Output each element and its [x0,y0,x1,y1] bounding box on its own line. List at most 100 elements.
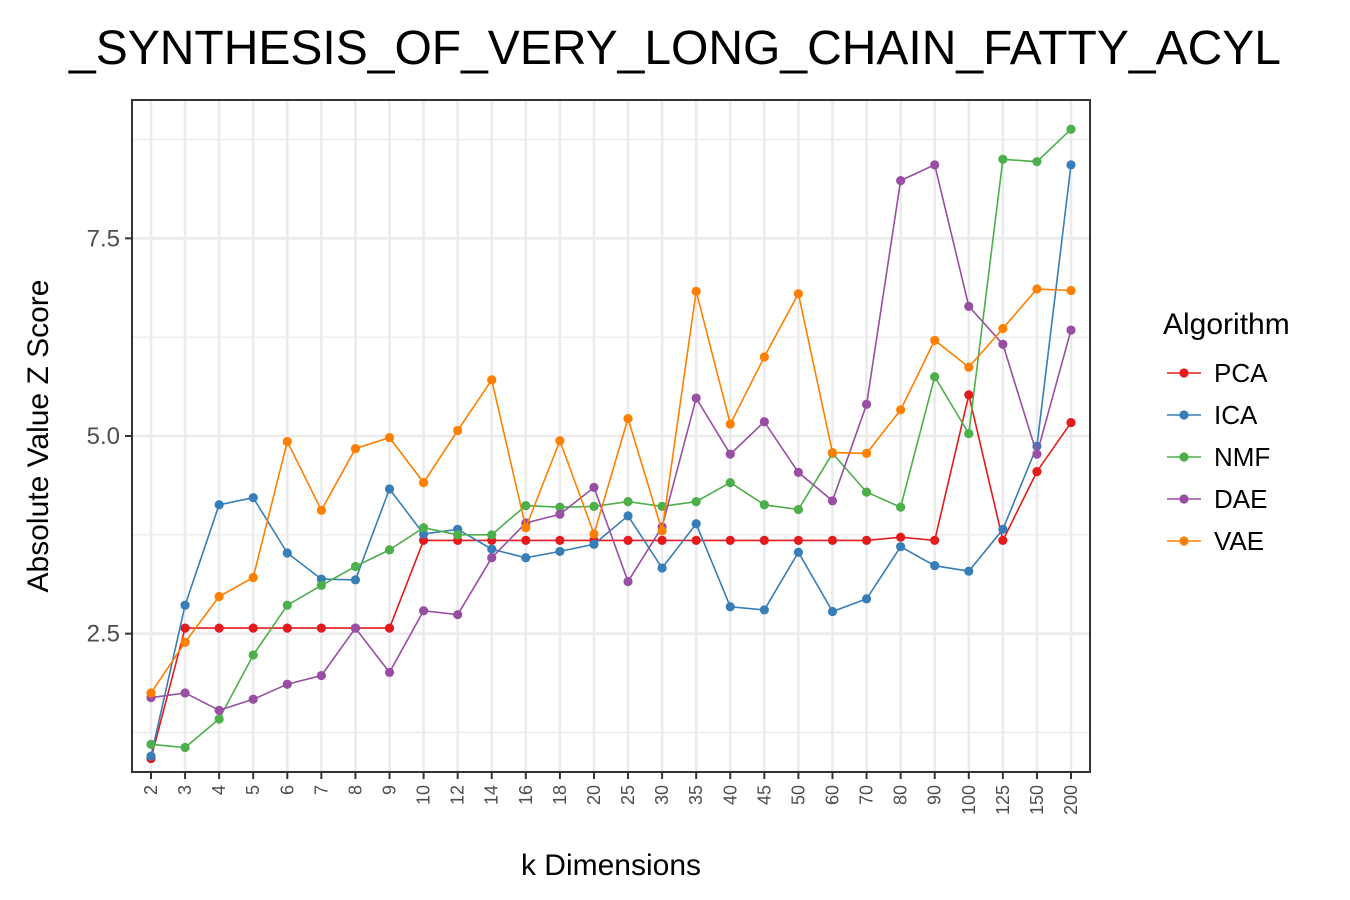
y-tick-label: 7.5 [87,225,120,252]
data-point-nmf [691,497,701,507]
data-point-nmf [214,714,224,724]
x-tick-label: 16 [516,785,536,805]
x-tick-label: 25 [618,785,638,805]
x-tick-label: 18 [550,785,570,805]
x-tick-label: 7 [311,785,331,795]
data-point-dae [691,393,701,403]
data-point-dae [759,417,769,427]
legend-item-dae: DAE [1167,484,1267,514]
x-tick-label: 6 [277,785,297,795]
series-ica [146,160,1076,761]
y-tick-label: 5.0 [87,423,120,450]
x-tick-label: 60 [822,785,842,805]
data-point-nmf [248,650,258,660]
series-dae [146,160,1076,715]
data-point-pca [214,623,224,633]
data-point-vae [487,375,497,385]
data-point-dae [555,509,565,519]
legend-label: ICA [1214,400,1258,430]
data-point-nmf [623,497,633,507]
data-point-nmf [1066,124,1076,134]
data-point-vae [146,688,156,698]
series-lines [146,124,1076,764]
data-point-nmf [487,530,497,540]
x-tick-label: 12 [448,785,468,805]
data-point-dae [861,399,872,409]
data-point-dae [180,688,190,698]
data-point-pca [623,535,633,545]
data-point-ica [282,548,292,558]
data-point-nmf [146,739,156,749]
data-point-nmf [589,501,599,511]
data-point-vae [1066,285,1076,296]
chart-title: _SYNTHESIS_OF_VERY_LONG_CHAIN_FATTY_ACYL [68,22,1281,75]
data-point-nmf [725,478,735,488]
data-point-nmf [1032,157,1042,167]
x-tick-label: 8 [345,785,365,795]
data-point-ica [998,524,1008,534]
data-point-pca [384,623,395,633]
y-tick-label: 2.5 [87,621,120,648]
data-point-dae [827,496,838,506]
data-point-pca [316,623,326,633]
x-tick-label: 4 [209,785,229,795]
data-point-nmf [418,523,429,533]
data-point-pca [521,535,531,545]
data-point-vae [350,444,361,454]
x-tick-label: 2 [141,785,161,795]
y-axis: 2.5 5.0 7.5 [87,225,132,648]
data-point-vae [930,335,940,345]
data-point-pca [725,535,735,545]
data-point-ica [350,575,361,585]
data-point-dae [896,176,906,186]
series-line-vae [150,288,1072,694]
data-point-vae [725,419,735,429]
data-point-ica [793,547,804,557]
data-point-ica [964,566,974,576]
data-point-dae [964,301,974,311]
x-tick-label: 5 [243,785,263,795]
data-point-pca [759,535,769,545]
x-tick-label: 20 [584,785,604,805]
data-point-dae [350,623,361,633]
legend-key-dot [1179,368,1189,378]
data-point-ica [725,602,735,612]
x-tick-label: 200 [1061,785,1081,815]
x-tick-label: 150 [1027,785,1047,815]
legend-item-ica: ICA [1167,400,1258,430]
data-point-nmf [793,504,804,515]
data-point-vae [691,286,701,296]
data-point-dae [998,339,1008,349]
x-tick-label: 50 [788,785,808,805]
data-point-pca [827,535,838,545]
data-point-ica [657,563,667,573]
data-point-nmf [759,500,769,510]
data-point-vae [282,436,292,447]
series-line-dae [150,163,1072,712]
data-point-ica [759,605,769,615]
data-point-dae [930,160,940,170]
data-point-dae [316,670,326,681]
x-tick-label: 45 [754,785,774,805]
x-tick-label: 90 [925,785,945,805]
data-point-pca [282,623,292,633]
data-point-vae [555,436,565,446]
y-axis-title: Absolute Value Z Score [22,280,55,593]
data-point-vae [316,505,326,515]
x-tick-label: 40 [720,785,740,805]
data-point-vae [589,529,599,539]
data-point-nmf [555,502,565,512]
data-point-ica [180,600,190,610]
legend-title: Algorithm [1163,308,1290,341]
data-point-dae [487,553,497,563]
data-point-ica [418,529,429,539]
data-point-pca [964,390,974,400]
data-point-vae [964,362,974,372]
data-point-dae [418,606,429,616]
legend-label: VAE [1214,526,1264,556]
legend-label: PCA [1214,358,1268,388]
data-point-vae [827,448,838,458]
data-point-ica [521,553,531,563]
data-point-dae [384,667,395,677]
